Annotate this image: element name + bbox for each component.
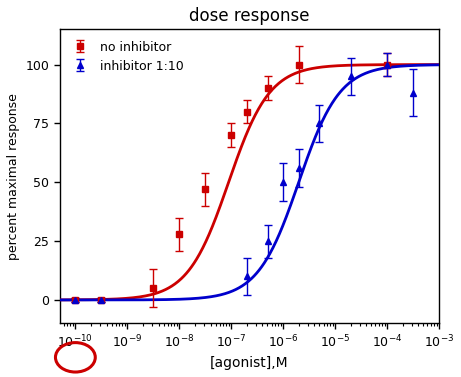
Legend: no inhibitor, inhibitor 1:10: no inhibitor, inhibitor 1:10 xyxy=(66,35,189,78)
Title: dose response: dose response xyxy=(189,7,310,25)
X-axis label: [agonist],M: [agonist],M xyxy=(210,356,289,370)
Y-axis label: percent maximal response: percent maximal response xyxy=(7,93,20,260)
